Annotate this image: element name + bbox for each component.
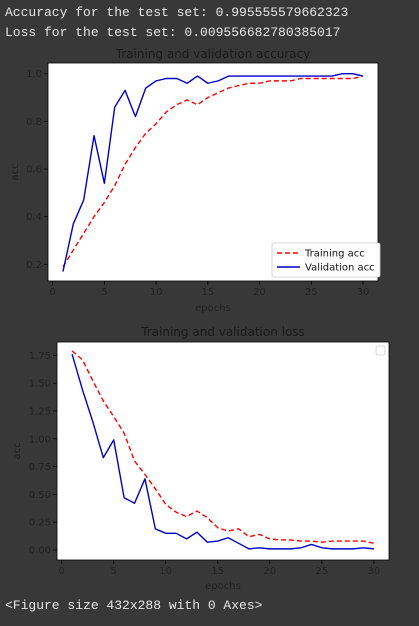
- legend-label: Validation acc: [305, 263, 375, 274]
- y-tick-label: 0.75: [29, 462, 51, 473]
- x-tick-label: 25: [316, 566, 329, 577]
- y-tick-label: 0.4: [26, 212, 42, 223]
- y-axis-label: acc: [10, 163, 21, 180]
- x-tick-label: 15: [201, 287, 214, 298]
- legend-box: [375, 345, 386, 356]
- y-tick-label: 0.00: [29, 545, 51, 556]
- y-tick-label: 0.6: [26, 165, 42, 176]
- x-tick-label: 5: [111, 566, 117, 577]
- y-tick-label: 1.0: [26, 69, 42, 80]
- x-axis-label: epochs: [195, 303, 231, 314]
- x-tick-label: 30: [357, 287, 370, 298]
- y-tick-label: 1.25: [29, 406, 51, 417]
- y-tick-label: 0.50: [29, 490, 51, 501]
- y-tick-label: 0.8: [26, 117, 42, 128]
- y-tick-label: 0.25: [29, 518, 51, 529]
- series-line-0: [62, 75, 364, 268]
- accuracy-output-line: Accuracy for the test set: 0.99555557966…: [5, 5, 349, 20]
- series-line-0: [71, 350, 375, 545]
- legend-box: [271, 242, 381, 278]
- chart-0: Training and validation accuracy 0 5 10 15 20…: [2, 44, 394, 314]
- x-tick-label: 5: [101, 287, 107, 298]
- chart-title: Training and validation loss: [140, 325, 305, 339]
- loss-output-line: Loss for the test set: 0.009556682780385…: [5, 25, 341, 40]
- series-line-1: [62, 73, 364, 272]
- x-tick-label: 30: [368, 566, 381, 577]
- x-tick-label: 15: [211, 566, 224, 577]
- x-tick-label: 0: [49, 287, 55, 298]
- y-tick-label: 0.2: [26, 260, 42, 271]
- chart-1: Training and validation loss 0 5 10 15 20 25 30…: [2, 322, 394, 592]
- x-tick-label: 0: [58, 566, 64, 577]
- x-tick-label: 25: [305, 287, 318, 298]
- x-tick-label: 10: [150, 287, 163, 298]
- x-axis-label: epochs: [205, 581, 241, 592]
- x-tick-label: 20: [263, 566, 276, 577]
- y-tick-label: 1.00: [29, 434, 51, 445]
- y-tick-label: 1.50: [29, 379, 51, 390]
- legend-label: Training acc: [304, 249, 365, 260]
- y-axis-label: acc: [12, 442, 23, 459]
- figure-size-output-line: <Figure size 432x288 with 0 Axes>: [5, 598, 263, 613]
- plot-area: [56, 341, 390, 561]
- x-tick-label: 10: [159, 566, 172, 577]
- series-line-1: [71, 354, 374, 550]
- x-tick-label: 20: [253, 287, 266, 298]
- y-tick-label: 1.75: [29, 351, 51, 362]
- chart-title: Training and validation accuracy: [115, 47, 311, 61]
